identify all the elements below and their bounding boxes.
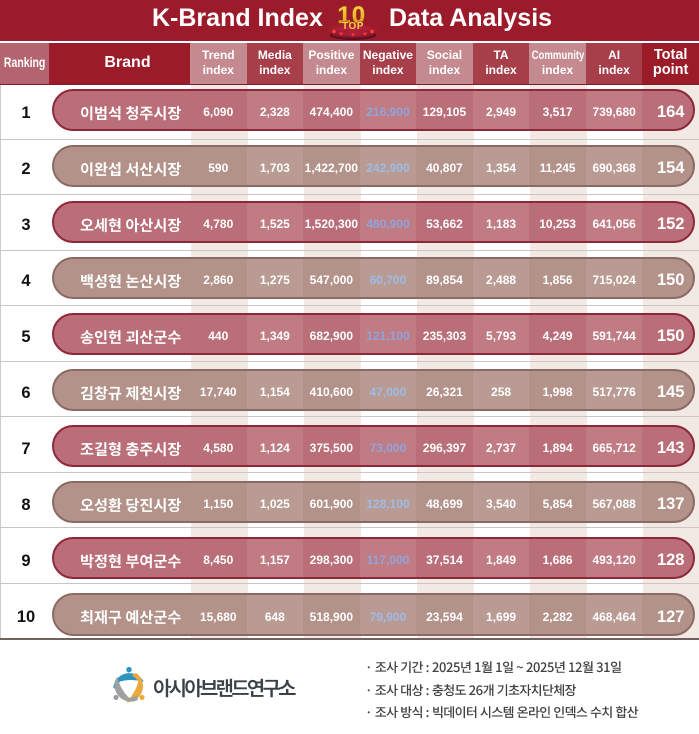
svg-text:TOP: TOP bbox=[342, 21, 364, 32]
svg-text:10: 10 bbox=[337, 2, 366, 29]
